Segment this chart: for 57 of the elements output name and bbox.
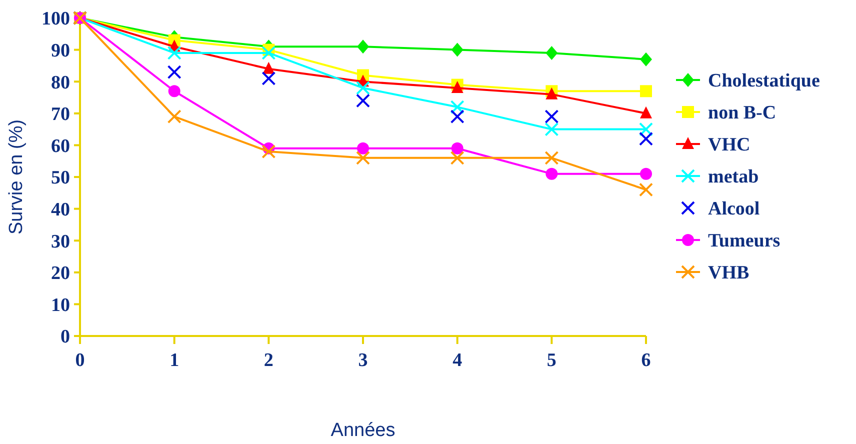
point <box>450 150 464 165</box>
y-tick-label: 50 <box>51 168 70 189</box>
x-tick-label: 1 <box>170 350 180 371</box>
legend-label: VHC <box>708 134 750 156</box>
point <box>451 42 464 57</box>
legend-label: metab <box>708 166 759 188</box>
point <box>356 94 370 108</box>
y-tick-label: 80 <box>51 72 70 94</box>
point <box>262 71 276 86</box>
legend-label: VHB <box>708 262 750 284</box>
x-tick-label: 5 <box>546 350 556 371</box>
point <box>639 132 653 146</box>
y-tick-label: 20 <box>51 263 70 284</box>
point <box>450 100 464 114</box>
y-tick-label: 70 <box>51 104 70 126</box>
point <box>640 52 652 66</box>
x-tick-label: 6 <box>641 350 651 371</box>
x-axis-title: Années <box>330 420 396 441</box>
y-tick-label: 90 <box>51 40 70 62</box>
point <box>544 110 559 124</box>
legend-label: Tumeurs <box>708 230 780 252</box>
y-axis-title: Survie en (%) <box>6 119 27 235</box>
point <box>356 150 370 165</box>
point <box>167 65 182 80</box>
legend-label: Cholestatique <box>708 70 820 92</box>
y-tick-label: 40 <box>51 199 70 220</box>
x-tick-label: 2 <box>264 350 274 371</box>
point <box>639 122 653 136</box>
x-tick-label: 0 <box>75 350 85 371</box>
y-tick-label: 60 <box>51 136 70 157</box>
x-tick-label: 3 <box>358 350 368 371</box>
point <box>167 110 182 124</box>
point <box>546 46 558 60</box>
point <box>357 142 369 154</box>
point <box>639 182 653 197</box>
x-tick-label: 4 <box>452 350 463 371</box>
point <box>640 168 652 180</box>
point <box>640 85 652 98</box>
legend-label: Alcool <box>708 198 760 220</box>
point <box>450 110 464 124</box>
y-tick-label: 100 <box>42 8 70 30</box>
point <box>167 46 182 60</box>
y-tick-label: 10 <box>51 294 70 316</box>
point <box>262 62 275 74</box>
y-tick-label: 0 <box>60 326 70 348</box>
point <box>544 150 559 165</box>
point <box>168 85 180 98</box>
y-tick-label: 30 <box>51 231 70 252</box>
point <box>546 168 558 180</box>
point <box>357 40 369 54</box>
legend-label: non B-C <box>708 102 776 124</box>
point <box>640 106 652 118</box>
point <box>356 80 370 95</box>
point <box>451 142 464 154</box>
point <box>262 144 276 159</box>
point <box>262 46 276 60</box>
point <box>544 122 559 136</box>
